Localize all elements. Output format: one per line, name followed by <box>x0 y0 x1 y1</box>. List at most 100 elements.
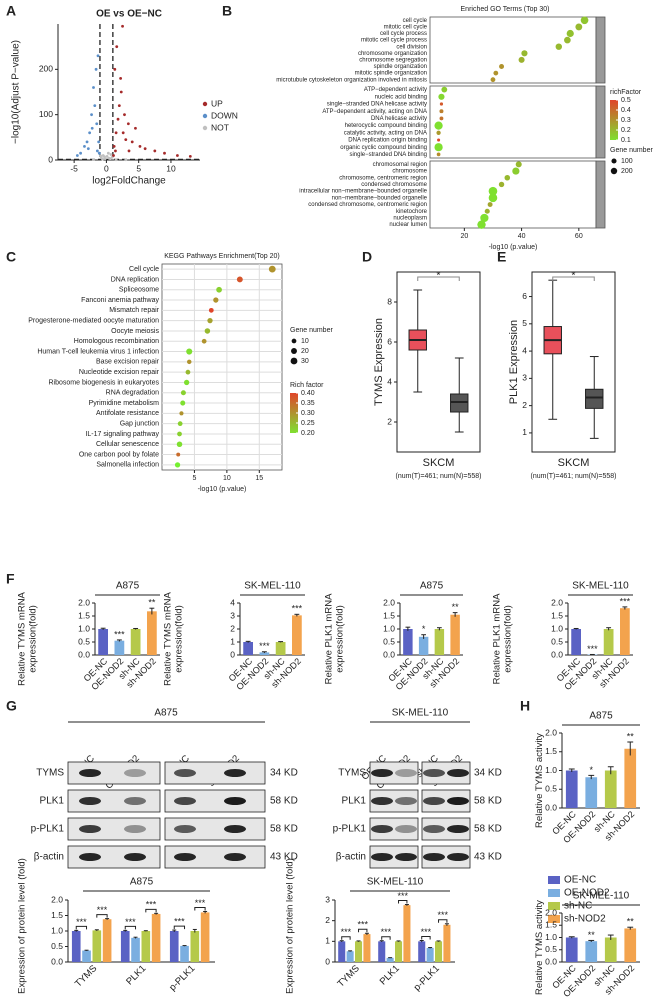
blot-row-label: TYMS <box>338 768 366 779</box>
y-tick-label: 8 <box>387 296 392 306</box>
x-tick-label: SKCM <box>423 457 455 469</box>
y-tick-label: Progesterone-mediated oocyte maturation <box>28 317 159 324</box>
panel-label: A <box>6 3 16 19</box>
facet-strip <box>595 85 606 159</box>
point <box>119 90 123 94</box>
point <box>99 154 102 158</box>
legend-dot <box>610 167 618 175</box>
point <box>124 138 128 142</box>
bar <box>200 912 210 962</box>
dot <box>504 174 511 181</box>
y-tick-label: 1.0 <box>551 623 563 633</box>
significance-bracket <box>358 928 368 933</box>
legend-label: 0.1 <box>621 137 631 144</box>
y-tick-label: microtubule cytoskeleton organization in… <box>276 77 427 83</box>
panel-label: F <box>6 571 15 587</box>
x-tick-label: 5 <box>136 163 141 173</box>
y-axis-label: Relative TYMS mRNA <box>163 591 174 685</box>
dot <box>177 431 182 437</box>
x-tick-label: 10 <box>223 475 231 482</box>
bar <box>435 941 443 962</box>
y-tick-label: non−membrane−bounded organelle <box>332 195 428 201</box>
y-tick-label: Spliceosome <box>119 287 159 294</box>
y-tick-label: 0.5 <box>545 784 557 794</box>
blot-size-label: 58 KD <box>270 824 298 835</box>
dot <box>480 213 489 223</box>
y-tick-label: DNA helicase activity <box>371 116 427 122</box>
y-tick-label: 0.0 <box>545 802 557 812</box>
y-tick-label: 200 <box>39 64 53 74</box>
blot-size-label: 34 KD <box>474 768 502 779</box>
legend-label: UP <box>211 98 223 108</box>
x-tick-label: PLK1 <box>124 963 148 987</box>
y-tick-label: 2.0 <box>78 597 90 607</box>
dot <box>566 29 574 38</box>
blot-size-label: 34 KD <box>270 768 298 779</box>
significance: *** <box>437 910 448 920</box>
dot <box>521 50 528 57</box>
y-tick-label: spindle organization <box>374 64 427 70</box>
y-tick-label: 1.5 <box>51 910 63 920</box>
y-tick-label: Ribosome biogenesis in eukaryotes <box>48 379 159 386</box>
y-tick-label: Human T-cell leukemia virus 1 infection <box>37 348 159 355</box>
bar <box>147 611 157 655</box>
y-tick-label: 4 <box>230 597 235 607</box>
point <box>101 157 104 161</box>
chart-title: A875 <box>116 581 140 592</box>
point <box>115 45 119 49</box>
y-tick-label: 0.5 <box>545 944 557 954</box>
blot-strip <box>369 845 419 869</box>
legend-label: OE-NOD2 <box>564 888 610 899</box>
significance-bracket <box>75 925 88 930</box>
bar <box>378 941 386 962</box>
dot <box>580 16 589 25</box>
y-tick-label: nucleoplasm <box>393 216 427 222</box>
dot <box>208 307 214 313</box>
blot-strip <box>67 761 161 785</box>
blot-size-label: 58 KD <box>474 824 502 835</box>
y-tick-label: 0 <box>48 154 53 164</box>
blot-band <box>224 797 246 805</box>
y-tick-label: Base excision repair <box>96 359 160 366</box>
legend-label: 0.30 <box>301 410 315 417</box>
y-tick-label: chromosome <box>392 169 427 175</box>
y-tick-label: 1.5 <box>551 610 563 620</box>
blot-band <box>447 769 469 777</box>
bar <box>571 629 581 655</box>
y-tick-label: 1.0 <box>383 623 395 633</box>
legend-title: Gene number <box>610 147 653 154</box>
y-axis-label: expression(fold) <box>335 605 346 673</box>
y-tick-label: 1 <box>522 427 527 437</box>
legend-dot <box>291 338 297 344</box>
blot-band <box>224 769 246 777</box>
bar <box>585 941 598 962</box>
blot-band <box>79 825 101 833</box>
y-tick-label: 0.5 <box>551 636 563 646</box>
significance: *** <box>357 920 368 930</box>
point <box>114 149 117 153</box>
point <box>114 158 118 162</box>
blot-size-label: 43 KD <box>474 852 502 863</box>
chart-title: KEGG Pathways Enrichment(Top 20) <box>164 253 280 260</box>
bar <box>102 919 112 962</box>
panel-label: B <box>222 3 232 19</box>
box <box>585 388 604 409</box>
y-tick-label: chromosome segregation <box>359 57 427 63</box>
y-tick-label: kinetochore <box>396 209 428 215</box>
dot <box>515 161 522 168</box>
bar <box>434 629 445 655</box>
significance: ** <box>627 917 635 927</box>
y-tick-label: 1.0 <box>545 932 557 942</box>
y-axis-label: −log10(Adjust P−value) <box>11 40 22 144</box>
facet-panel <box>429 16 597 84</box>
y-tick-label: organic cyclic compound binding <box>340 145 427 151</box>
bar <box>169 931 179 962</box>
blot-band <box>395 853 417 861</box>
bar <box>604 770 617 808</box>
point <box>83 145 86 148</box>
blot-strip <box>67 845 161 869</box>
dot <box>488 193 498 203</box>
chart-title: Enriched GO Terms (Top 30) <box>461 6 550 13</box>
y-tick-label: 2.0 <box>545 727 557 737</box>
chart-title: SK-MEL-110 <box>572 581 629 592</box>
